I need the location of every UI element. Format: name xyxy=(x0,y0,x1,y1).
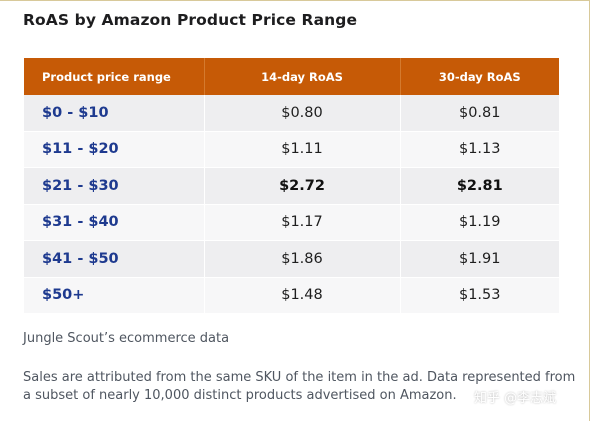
roas-table: Product price range 14-day RoAS 30-day R… xyxy=(24,58,559,314)
table-row-highlighted: $21 - $30 $2.72 $2.81 xyxy=(24,167,559,205)
watermark-text: 知乎 @李志斌 xyxy=(474,391,557,406)
price-range-cell: $0 - $10 xyxy=(24,95,205,132)
price-range-cell: $41 - $50 xyxy=(24,240,205,278)
roas-30-day-cell: $1.19 xyxy=(400,204,559,241)
source-caption: Jungle Scout’s ecommerce data xyxy=(23,331,230,346)
header-30-day-roas: 30-day RoAS xyxy=(400,58,559,95)
table-row: $41 - $50 $1.86 $1.91 xyxy=(24,240,559,278)
header-14-day-roas: 14-day RoAS xyxy=(204,58,401,95)
roas-30-day-cell: $1.91 xyxy=(400,240,559,278)
price-range-cell: $11 - $20 xyxy=(24,131,205,168)
roas-14-day-cell: $1.86 xyxy=(204,240,401,278)
roas-14-day-cell: $1.48 xyxy=(204,277,401,314)
roas-14-day-cell: $1.17 xyxy=(204,204,401,241)
roas-30-day-cell: $2.81 xyxy=(400,167,559,205)
roas-30-day-cell: $1.53 xyxy=(400,277,559,314)
price-range-cell: $31 - $40 xyxy=(24,204,205,241)
page-title: RoAS by Amazon Product Price Range xyxy=(23,11,358,29)
roas-30-day-cell: $0.81 xyxy=(400,95,559,132)
top-divider xyxy=(0,0,590,1)
price-range-cell: $50+ xyxy=(24,277,205,314)
header-price-range: Product price range xyxy=(24,58,205,95)
roas-14-day-cell: $0.80 xyxy=(204,95,401,132)
table-row: $0 - $10 $0.80 $0.81 xyxy=(24,95,559,132)
table-header-row: Product price range 14-day RoAS 30-day R… xyxy=(24,58,559,95)
table-row: $50+ $1.48 $1.53 xyxy=(24,277,559,314)
roas-14-day-cell: $2.72 xyxy=(204,167,401,205)
roas-30-day-cell: $1.13 xyxy=(400,131,559,168)
roas-14-day-cell: $1.11 xyxy=(204,131,401,168)
right-divider xyxy=(589,0,590,421)
table-row: $31 - $40 $1.17 $1.19 xyxy=(24,204,559,241)
price-range-cell: $21 - $30 xyxy=(24,167,205,205)
table-row: $11 - $20 $1.11 $1.13 xyxy=(24,131,559,168)
attribution-note: Sales are attributed from the same SKU o… xyxy=(23,370,576,403)
